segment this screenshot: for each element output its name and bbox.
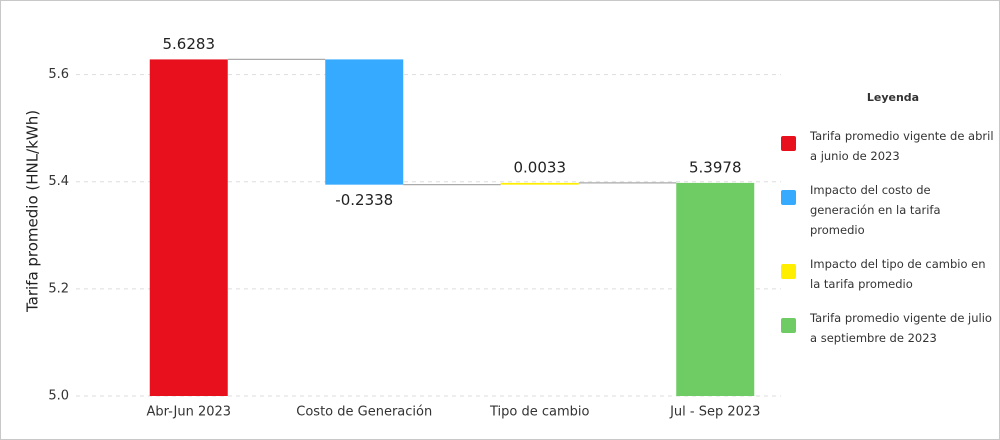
legend-item: Impacto del costo de generación en la ta… bbox=[779, 180, 997, 240]
legend: Leyenda Tarifa promedio vigente de abril… bbox=[779, 91, 997, 362]
legend-label: Tarifa promedio vigente de abril a junio… bbox=[810, 129, 994, 163]
bar bbox=[325, 59, 404, 185]
legend-item: Impacto del tipo de cambio en la tarifa … bbox=[779, 254, 997, 294]
data-label: -0.2338 bbox=[335, 191, 393, 209]
data-label: 5.6283 bbox=[163, 35, 216, 53]
legend-label: Impacto del costo de generación en la ta… bbox=[810, 183, 941, 237]
data-label: 0.0033 bbox=[514, 158, 567, 176]
y-axis-title: Tarifa promedio (HNL/kWh) bbox=[24, 110, 42, 313]
chart: Tarifa promedio (HNL/kWh) 5.0 5.2 5.4 5.6 5.… bbox=[24, 35, 841, 420]
legend-swatch bbox=[781, 136, 796, 151]
legend-title: Leyenda bbox=[866, 91, 920, 104]
x-tick-label: Jul - Sep 2023 bbox=[669, 405, 760, 420]
legend-swatch bbox=[781, 190, 796, 205]
y-tick-label: 5.4 bbox=[48, 174, 69, 189]
data-label: 5.3978 bbox=[689, 158, 742, 176]
y-tick-label: 5.6 bbox=[48, 67, 69, 82]
legend-item: Tarifa promedio vigente de julio a septi… bbox=[779, 308, 997, 348]
x-tick-label: Costo de Generación bbox=[296, 405, 432, 420]
x-tick-label: Tipo de cambio bbox=[489, 405, 590, 420]
y-tick-label: 5.2 bbox=[48, 281, 69, 296]
legend-swatch bbox=[781, 318, 796, 333]
x-tick-label: Abr-Jun 2023 bbox=[146, 405, 231, 420]
legend-label: Tarifa promedio vigente de julio a septi… bbox=[810, 311, 992, 345]
y-tick-label: 5.0 bbox=[48, 389, 69, 404]
legend-swatch bbox=[781, 264, 796, 279]
legend-label: Impacto del tipo de cambio en la tarifa … bbox=[810, 257, 986, 291]
legend-item: Tarifa promedio vigente de abril a junio… bbox=[779, 126, 997, 166]
bar bbox=[676, 182, 755, 396]
bar bbox=[149, 59, 228, 397]
bar bbox=[500, 182, 579, 185]
